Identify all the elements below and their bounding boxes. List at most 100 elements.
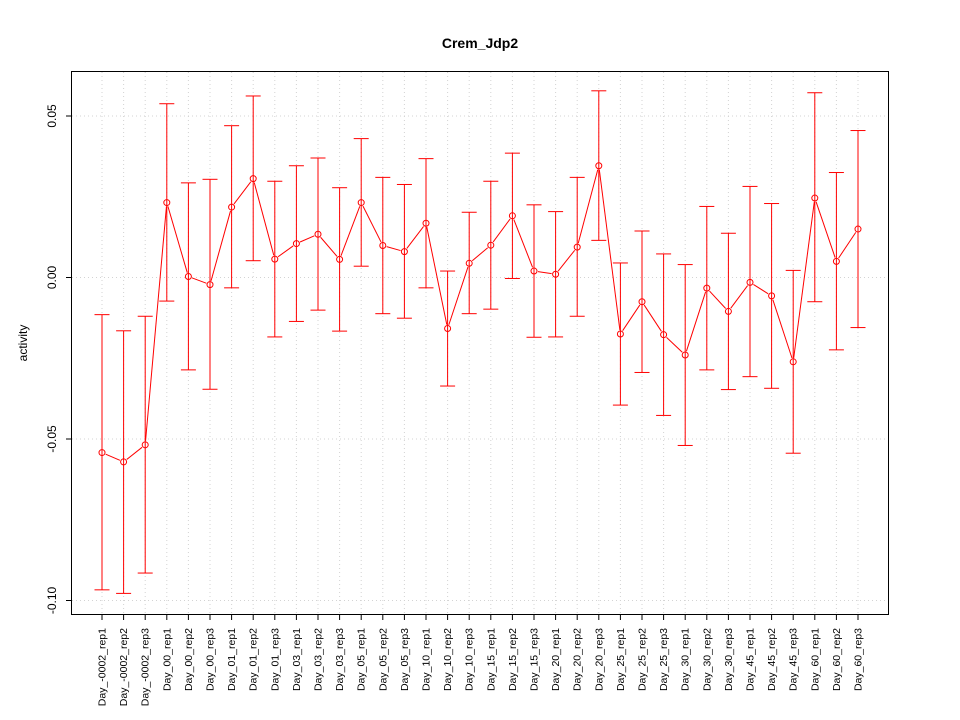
x-tick-label: Day_30_rep3 [723,628,735,691]
series-line-segment [277,245,294,258]
series-line-segment [233,181,252,205]
x-tick-label: Day_03_rep2 [313,628,325,691]
data-point [487,241,495,249]
series-line-segment [838,232,857,259]
data-point [638,298,646,306]
series-line-segment [210,210,232,281]
x-tick-label: Day_60_rep1 [809,628,821,691]
series-line-segment [492,218,511,243]
x-tick-label: Day_10_rep1 [421,628,433,691]
x-tick-label: Day_20_rep1 [550,628,562,691]
series-line-segment [753,284,769,295]
series-line-segment [666,337,683,353]
data-point [789,358,797,366]
data-point [811,194,819,202]
series-line-segment [709,290,727,309]
data-point [249,175,257,183]
data-point [681,351,689,359]
series-line-segment [105,453,121,461]
x-tick-label: Day_60_rep2 [831,628,843,691]
x-tick-label: Day_25_rep3 [658,628,670,691]
data-point [573,243,581,251]
series-line-segment [253,182,275,256]
y-axis-label: activity [16,325,30,362]
data-point [357,199,365,207]
x-tick-label: Day_00_rep2 [183,628,195,691]
x-tick-label: Day_45_rep3 [788,628,800,691]
data-point [120,458,128,466]
series-line-segment [557,249,576,272]
series-line-segment [471,247,489,262]
series-line-segment [730,285,749,309]
data-point [832,257,840,265]
x-tick-label: Day_-0002_rep3 [140,628,152,706]
series-line-segment [643,304,662,332]
x-tick-label: Day_00_rep3 [205,628,217,691]
y-tick-label: -0.10 [45,587,59,615]
series-line-segment [362,205,382,243]
x-tick-label: Day_20_rep3 [593,628,605,691]
series-line-segment [772,299,793,359]
y-tick-label: 0.05 [45,104,59,128]
grid-layer [72,72,888,614]
x-tick-label: Day_-0002_rep1 [97,628,109,706]
data-point [163,199,171,207]
x-tick-label: Day_-0002_rep2 [118,628,130,706]
data-point [768,292,776,300]
series-line-segment [299,235,315,243]
data-point [724,307,732,315]
data-point [336,255,344,263]
series-line-segment [126,446,143,460]
data-point [703,284,711,292]
data-point [271,255,279,263]
x-tick-label: Day_05_rep2 [377,628,389,691]
series-line-segment [598,169,621,331]
x-tick-label: Day_45_rep1 [745,628,757,691]
data-point [465,259,473,267]
x-tick-label: Day_10_rep2 [442,628,454,691]
x-tick-label: Day_01_rep1 [226,628,238,691]
x-tick-label: Day_01_rep3 [269,628,281,691]
x-tick-label: Day_03_rep1 [291,628,303,691]
series-line-segment [685,291,707,352]
x-tick-label: Day_01_rep2 [248,628,260,691]
series-line-segment [191,277,207,284]
x-tick-label: Day_05_rep1 [356,628,368,691]
series-line-segment [622,304,641,331]
x-tick-label: Day_15_rep3 [529,628,541,691]
x-tick-label: Day_20_rep2 [572,628,584,691]
series-line-segment [145,206,167,441]
data-point [530,267,538,275]
series-line-segment [386,246,401,252]
data-point [854,225,862,233]
data-point [206,281,214,289]
x-tick-label: Day_25_rep2 [637,628,649,691]
x-tick-label: Day_30_rep1 [680,628,692,691]
x-tick-label: Day_00_rep1 [161,628,173,691]
series-line-segment [340,206,361,256]
plot-frame [71,71,889,615]
data-point [444,325,452,333]
data-point [400,248,408,256]
series-line-segment [426,227,448,325]
x-tick-label: Day_05_rep3 [399,628,411,691]
series-layer [94,90,866,594]
series-line-segment [406,226,424,249]
x-tick-label: Day_03_rep3 [334,628,346,691]
series-line-segment [167,206,188,273]
data-point [228,203,236,211]
series-line-segment [320,236,338,257]
data-point [379,242,387,250]
x-tick-label: Day_10_rep3 [464,628,476,691]
series-line-segment [448,266,469,325]
data-point [422,219,430,227]
data-point [595,162,603,170]
chart-title: Crem_Jdp2 [442,35,518,51]
data-point [616,330,624,338]
x-tick-label: Day_45_rep2 [766,628,778,691]
x-axis: Day_-0002_rep1 Day_-0002_rep2 Day_-0002_re… [97,614,865,706]
x-tick-label: Day_15_rep1 [485,628,497,691]
series-line-segment [793,201,815,358]
data-point [98,449,106,457]
